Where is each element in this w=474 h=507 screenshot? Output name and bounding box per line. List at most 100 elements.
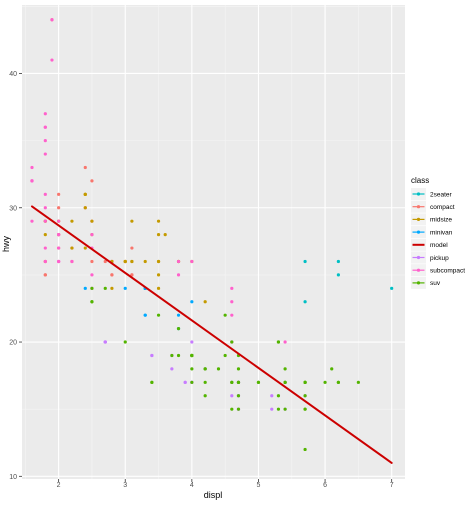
point-midsize	[123, 259, 127, 264]
point-midsize	[83, 246, 87, 250]
point-compact	[90, 259, 94, 264]
x-tick-label: 6	[323, 482, 327, 489]
point-subcompact	[57, 259, 61, 264]
panel-background	[22, 5, 405, 479]
legend-point-minivan	[416, 230, 421, 234]
model-fit-line	[30, 205, 393, 464]
legend-title: class	[411, 176, 429, 185]
point-midsize	[70, 246, 74, 250]
y-tick-label: 20	[9, 340, 17, 347]
point-suv	[230, 380, 234, 384]
point-suv	[323, 380, 327, 384]
point-minivan	[190, 300, 194, 304]
legend-label-model: model	[430, 242, 448, 249]
point-suv	[303, 407, 307, 411]
point-midsize	[156, 286, 161, 290]
point-subcompact	[43, 259, 47, 264]
point-subcompact	[230, 286, 234, 290]
point-minivan	[176, 313, 181, 317]
point-suv	[176, 327, 181, 331]
point-suv	[90, 286, 94, 290]
point-midsize	[156, 219, 161, 223]
legend-point-2seater	[416, 192, 421, 196]
y-axis-title: hwy	[1, 236, 11, 253]
point-suv	[236, 367, 241, 371]
point-suv	[223, 313, 227, 317]
point-suv	[156, 313, 161, 317]
point-midsize	[43, 233, 47, 237]
point-suv	[303, 394, 307, 398]
point-2seater	[390, 286, 394, 290]
point-pickup	[183, 380, 187, 384]
point-suv	[276, 394, 281, 398]
legend-label-pickup: pickup	[430, 255, 449, 262]
point-minivan	[83, 286, 87, 290]
point-compact	[103, 259, 107, 264]
point-suv	[236, 380, 241, 384]
point-subcompact	[283, 340, 287, 344]
x-tick-label: 2	[57, 482, 61, 489]
point-midsize	[83, 192, 87, 196]
point-2seater	[303, 259, 307, 264]
point-suv	[170, 353, 174, 358]
point-suv	[203, 367, 207, 371]
point-suv	[283, 380, 287, 384]
point-suv	[276, 407, 281, 411]
grid-layer	[22, 5, 405, 479]
point-midsize	[143, 259, 147, 264]
point-subcompact	[30, 219, 34, 223]
point-subcompact	[43, 125, 47, 129]
point-suv	[276, 340, 281, 344]
point-subcompact	[43, 192, 47, 196]
point-subcompact	[230, 300, 234, 304]
point-subcompact	[190, 259, 194, 264]
point-suv	[90, 300, 94, 304]
point-minivan	[143, 313, 147, 317]
point-subcompact	[90, 233, 94, 237]
point-suv	[236, 394, 241, 398]
point-subcompact	[57, 246, 61, 250]
point-pickup	[230, 394, 234, 398]
point-suv	[190, 380, 194, 384]
y-tick-label: 30	[9, 205, 17, 212]
point-subcompact	[30, 165, 34, 170]
point-subcompact	[50, 18, 54, 22]
axis-ticks: 2 3 4 5 6 7 10 20 30 40	[9, 71, 394, 489]
point-suv	[336, 380, 340, 384]
point-pickup	[170, 367, 174, 371]
x-tick-label: 5	[257, 482, 261, 489]
point-subcompact	[176, 273, 181, 277]
point-suv	[216, 367, 221, 371]
point-suv	[283, 407, 287, 411]
legend-point-compact	[416, 205, 421, 209]
y-tick-label: 40	[9, 71, 17, 78]
point-suv	[356, 380, 360, 384]
point-suv	[190, 367, 194, 371]
point-subcompact	[230, 313, 234, 317]
point-compact	[130, 273, 134, 277]
point-suv	[256, 380, 261, 384]
point-subcompact	[30, 179, 34, 183]
point-midsize	[110, 286, 114, 290]
point-suv	[150, 380, 154, 384]
x-axis-title: displ	[204, 490, 223, 500]
legend-label-compact: compact	[430, 204, 455, 211]
point-subcompact	[70, 259, 74, 264]
legend-label-2seater: 2seater	[430, 191, 453, 198]
legend-point-midsize	[416, 217, 421, 221]
point-subcompact	[43, 246, 47, 250]
point-midsize	[163, 233, 167, 237]
point-minivan	[123, 286, 127, 290]
point-midsize	[70, 219, 74, 223]
point-compact	[110, 273, 114, 277]
point-compact	[57, 192, 61, 196]
point-suv	[203, 380, 207, 384]
x-tick-label: 3	[123, 482, 127, 489]
point-pickup	[270, 407, 274, 411]
point-midsize	[90, 219, 94, 223]
point-2seater	[336, 273, 340, 277]
point-compact	[90, 179, 94, 183]
point-compact	[83, 165, 87, 170]
point-2seater	[336, 259, 340, 264]
